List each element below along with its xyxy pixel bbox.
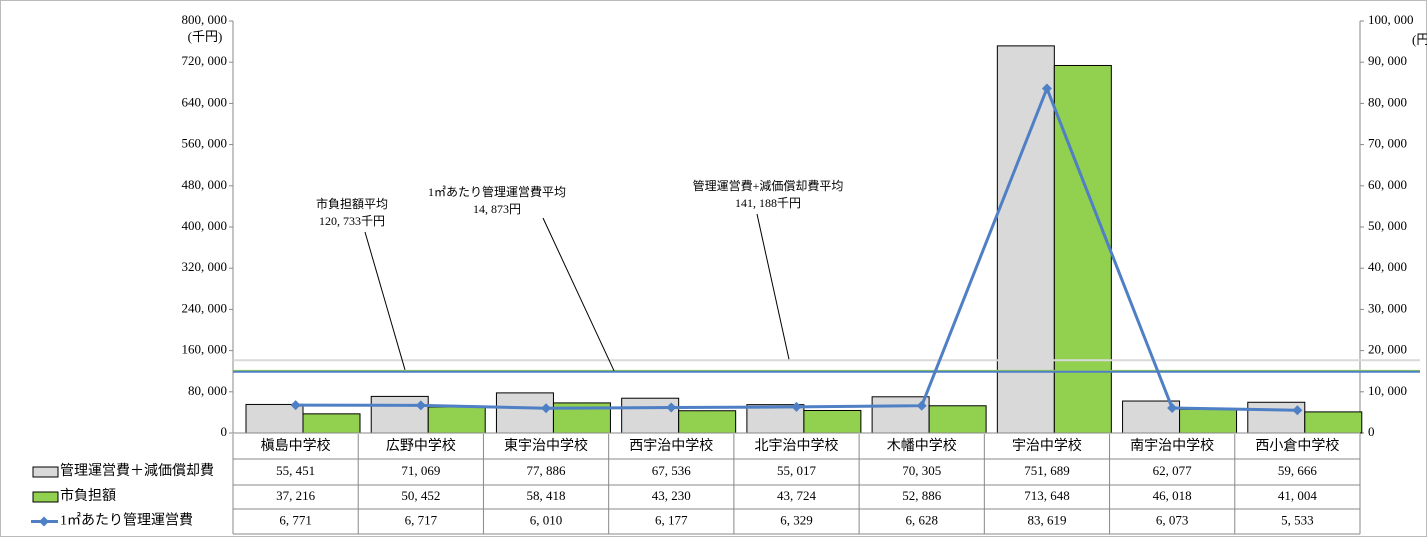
y2-tick-label: 0 bbox=[1368, 424, 1375, 439]
bar bbox=[678, 410, 737, 434]
table-value: 55, 017 bbox=[777, 463, 817, 478]
annotation-title: 1㎡あたり管理運営費平均 bbox=[428, 184, 566, 199]
table-value: 37, 216 bbox=[276, 488, 316, 503]
x-tick-label: 木幡中学校 bbox=[887, 437, 957, 454]
line-marker bbox=[1041, 83, 1052, 94]
annotation-title: 市負担額平均 bbox=[316, 196, 388, 211]
line-marker bbox=[415, 400, 426, 411]
x-tick-label: 広野中学校 bbox=[386, 437, 456, 454]
y-tick-label: 240, 000 bbox=[182, 300, 228, 315]
legend-label: 市負担額 bbox=[60, 487, 116, 504]
y-tick-label: 560, 000 bbox=[182, 136, 228, 151]
table-value: 62, 077 bbox=[1153, 463, 1193, 478]
y-tick-label: 320, 000 bbox=[182, 259, 228, 274]
x-tick-label: 東宇治中学校 bbox=[504, 437, 588, 454]
table-value: 58, 418 bbox=[527, 488, 566, 503]
table-value: 6, 628 bbox=[905, 512, 938, 527]
bar bbox=[1179, 408, 1238, 434]
table-value: 52, 886 bbox=[902, 488, 942, 503]
x-tick-label: 槇島中学校 bbox=[261, 437, 331, 454]
table-value: 59, 666 bbox=[1278, 463, 1318, 478]
line-series bbox=[295, 84, 1298, 412]
y2-tick-label: 80, 000 bbox=[1368, 94, 1407, 109]
y2-tick-label: 10, 000 bbox=[1368, 383, 1407, 398]
x-tick-label: 西宇治中学校 bbox=[629, 437, 713, 454]
line-marker bbox=[1292, 405, 1303, 416]
legend-swatch bbox=[32, 491, 59, 503]
y-tick-label: 80, 000 bbox=[188, 383, 227, 398]
table-value: 41, 004 bbox=[1278, 488, 1318, 503]
bar bbox=[302, 413, 361, 434]
table-value: 6, 010 bbox=[530, 512, 563, 527]
y2-tick-label: 30, 000 bbox=[1368, 300, 1407, 315]
y-tick-label: 160, 000 bbox=[182, 342, 228, 357]
annotation-value: 141, 188千円 bbox=[735, 196, 801, 210]
table-value: 83, 619 bbox=[1027, 512, 1066, 527]
table-value: 55, 451 bbox=[276, 463, 315, 478]
table-value: 6, 717 bbox=[405, 512, 438, 527]
bar bbox=[996, 45, 1055, 434]
line-marker bbox=[290, 400, 301, 411]
annotation-leader bbox=[542, 217, 615, 371]
x-tick-label: 南宇治中学校 bbox=[1130, 437, 1214, 454]
bar bbox=[928, 405, 987, 434]
bar bbox=[495, 392, 554, 434]
line-marker bbox=[791, 401, 802, 412]
table-value: 67, 536 bbox=[652, 463, 692, 478]
bar bbox=[1053, 64, 1112, 434]
x-tick-label: 宇治中学校 bbox=[1012, 437, 1082, 454]
y-tick-label: 800, 000 bbox=[182, 12, 228, 27]
table-value: 43, 724 bbox=[777, 488, 817, 503]
bar bbox=[370, 395, 429, 434]
table-value: 6, 771 bbox=[279, 512, 312, 527]
line-marker bbox=[666, 402, 677, 413]
table-value: 6, 073 bbox=[1156, 512, 1189, 527]
y2-tick-label: 70, 000 bbox=[1368, 136, 1407, 151]
y-tick-label: 480, 000 bbox=[182, 177, 228, 192]
table-value: 6, 177 bbox=[655, 512, 688, 527]
y2-axis-label: (円) bbox=[1412, 32, 1427, 47]
table-value: 713, 648 bbox=[1024, 488, 1070, 503]
legend-label: 1㎡あたり管理運営費 bbox=[60, 513, 193, 529]
table-value: 43, 230 bbox=[652, 488, 691, 503]
y-tick-label: 720, 000 bbox=[182, 53, 228, 68]
line-marker bbox=[1167, 402, 1178, 413]
line-marker bbox=[916, 400, 927, 411]
legend-swatch bbox=[32, 466, 59, 478]
bar bbox=[427, 406, 486, 434]
table-value: 5, 533 bbox=[1281, 512, 1314, 527]
annotation-value: 14, 873円 bbox=[473, 202, 521, 216]
annotation-title: 管理運営費+減価償却費平均 bbox=[693, 178, 844, 193]
annotation-leader bbox=[364, 231, 406, 370]
table-value: 50, 452 bbox=[401, 488, 440, 503]
y2-tick-label: 50, 000 bbox=[1368, 218, 1407, 233]
bar bbox=[1304, 411, 1363, 434]
y2-tick-label: 100, 000 bbox=[1368, 12, 1414, 27]
annotation-value: 120, 733千円 bbox=[319, 214, 385, 228]
y-tick-label: 0 bbox=[221, 424, 228, 439]
bar bbox=[803, 409, 862, 434]
x-tick-label: 西小倉中学校 bbox=[1255, 437, 1339, 454]
table-value: 77, 886 bbox=[527, 463, 567, 478]
y-tick-label: 640, 000 bbox=[182, 94, 228, 109]
y2-tick-label: 40, 000 bbox=[1368, 259, 1407, 274]
annotation-leader bbox=[756, 213, 790, 360]
table-value: 751, 689 bbox=[1024, 463, 1070, 478]
table-value: 6, 329 bbox=[780, 512, 813, 527]
x-tick-label: 北宇治中学校 bbox=[755, 437, 839, 454]
line-marker bbox=[541, 403, 552, 414]
table-value: 71, 069 bbox=[401, 463, 440, 478]
y2-tick-label: 20, 000 bbox=[1368, 342, 1407, 357]
table-value: 46, 018 bbox=[1153, 488, 1192, 503]
y2-tick-label: 90, 000 bbox=[1368, 53, 1407, 68]
legend-label: 管理運営費＋減価償却費 bbox=[60, 462, 214, 479]
legend-marker bbox=[39, 516, 49, 527]
bar bbox=[621, 397, 680, 434]
table-value: 70, 305 bbox=[902, 463, 941, 478]
y-axis-label: (千円) bbox=[188, 29, 223, 44]
y2-tick-label: 60, 000 bbox=[1368, 177, 1407, 192]
y-tick-label: 400, 000 bbox=[182, 218, 228, 233]
